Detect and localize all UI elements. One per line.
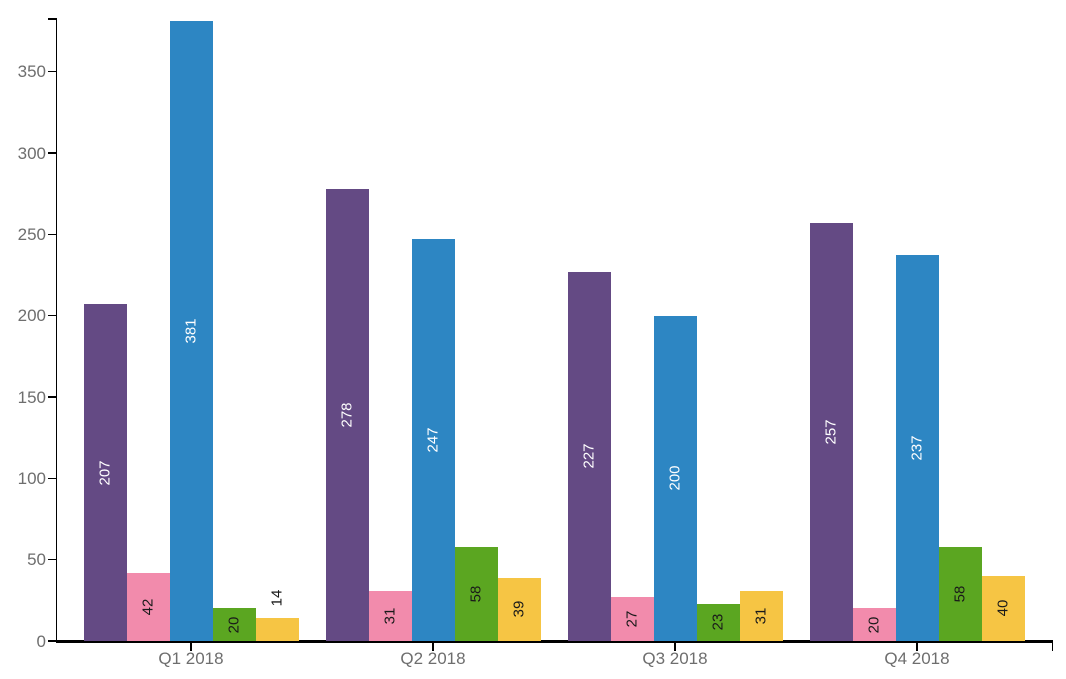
bar[interactable] [809, 222, 853, 641]
category-label: Q4 2018 [884, 649, 950, 668]
y-tick [47, 233, 56, 236]
bar-value-label: 40 [994, 600, 1012, 617]
y-tick-label: 0 [36, 631, 46, 651]
bar-value-label: 257 [822, 419, 840, 445]
bar-value-label: 58 [467, 585, 485, 603]
y-tick-label: 50 [27, 550, 46, 570]
category-label: Q2 2018 [400, 649, 466, 668]
bar-value-label: 31 [381, 607, 399, 625]
bar-value-label: 31 [752, 607, 770, 625]
y-tick [47, 70, 56, 73]
y-tick [47, 558, 56, 561]
y-tick-label: 350 [17, 62, 46, 82]
x-tick [432, 643, 434, 651]
bar[interactable] [169, 21, 213, 641]
bar-value-label: 200 [666, 465, 684, 491]
x-tick [916, 643, 918, 651]
x-tick [190, 643, 192, 651]
y-tick [47, 640, 56, 642]
bar[interactable] [981, 575, 1025, 641]
category-label: Q3 2018 [642, 649, 708, 668]
bar[interactable] [497, 577, 541, 641]
bar[interactable] [567, 271, 611, 641]
x-axis-line [57, 640, 1053, 643]
bar-value-label: 20 [865, 616, 883, 634]
bar[interactable] [739, 590, 783, 641]
bar[interactable] [852, 608, 896, 641]
y-tick [47, 152, 56, 154]
y-tick [47, 396, 56, 398]
bar-value-label: 207 [96, 460, 114, 486]
bar[interactable] [126, 572, 170, 641]
y-tick-label: 300 [17, 143, 46, 163]
x-tick [674, 643, 676, 651]
bar[interactable] [610, 597, 654, 641]
bar-value-label: 42 [139, 598, 157, 616]
bar-value-label: 227 [580, 443, 598, 469]
bar-value-label: 278 [338, 402, 356, 428]
bar-value-label: 39 [510, 600, 528, 618]
bar-value-label: 381 [182, 318, 200, 344]
bar[interactable] [653, 315, 697, 641]
bar[interactable] [938, 546, 982, 641]
bar-value-label: 237 [908, 435, 926, 461]
bar-value-label: 14 [268, 589, 286, 607]
x-axis-end-tick [1051, 643, 1053, 651]
bar[interactable] [255, 618, 299, 641]
y-tick-label: 200 [17, 306, 46, 326]
bar[interactable] [411, 239, 455, 641]
bar[interactable] [368, 590, 412, 641]
y-tick-label: 100 [17, 468, 46, 488]
bar[interactable] [454, 546, 498, 641]
bar-value-label: 20 [225, 616, 243, 634]
y-tick [47, 477, 56, 480]
bar[interactable] [83, 304, 127, 641]
bar-value-label: 58 [951, 585, 969, 603]
bar-value-label: 23 [709, 613, 727, 631]
bar[interactable] [895, 255, 939, 641]
bar-value-label: 27 [623, 610, 641, 628]
y-axis-line [55, 18, 57, 643]
bar[interactable] [212, 608, 256, 641]
y-axis-end-tick [47, 18, 56, 20]
bar[interactable] [325, 188, 369, 641]
bar[interactable] [696, 603, 740, 641]
bar-value-label: 247 [424, 427, 442, 453]
y-tick-label: 250 [17, 224, 46, 244]
y-tick-label: 150 [17, 387, 46, 407]
y-tick [47, 314, 56, 317]
category-label: Q1 2018 [158, 649, 224, 668]
